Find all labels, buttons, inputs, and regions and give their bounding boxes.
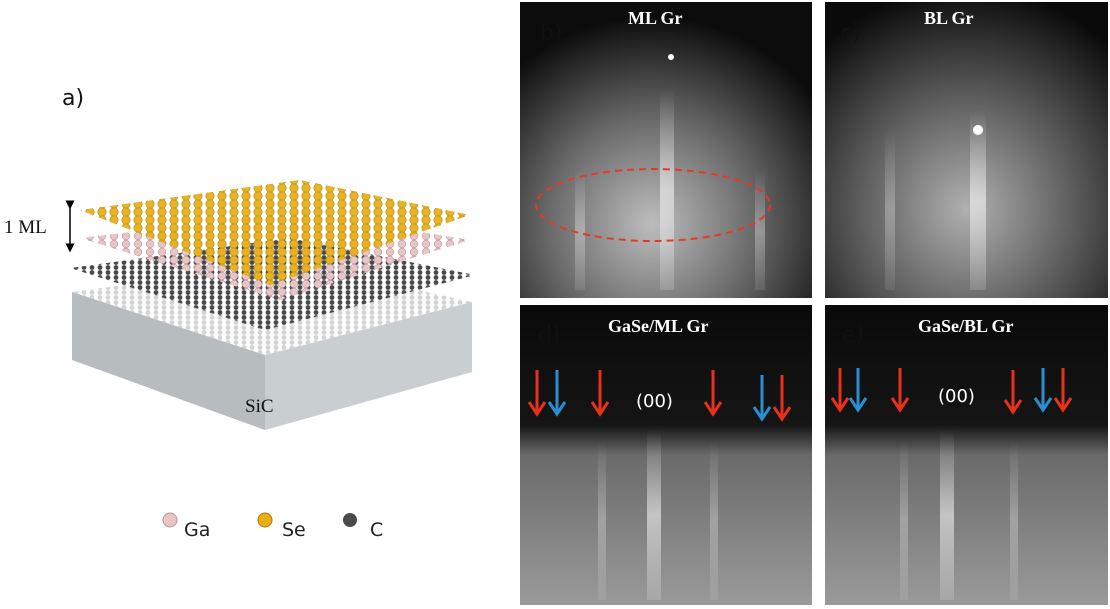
- panel-label: a): [62, 86, 84, 111]
- spot: [668, 54, 674, 60]
- spot: [973, 125, 983, 135]
- streak: [970, 110, 986, 290]
- slab-left: [72, 292, 265, 430]
- panel-label: d): [538, 323, 561, 348]
- slab-right: [265, 302, 472, 430]
- rheed-image: [825, 305, 1108, 605]
- rheed-image: [825, 2, 1108, 298]
- panel-a: a) 1 ML SiC Ga Se C: [4, 86, 475, 541]
- legend-label: C: [370, 519, 383, 541]
- panel-e: e) GaSe/BL Gr (00): [825, 305, 1108, 605]
- panel-label: c): [840, 21, 861, 46]
- legend-label: Ga: [184, 519, 210, 541]
- streak: [660, 90, 674, 290]
- streak: [900, 440, 908, 600]
- panel-c: c) BL Gr: [825, 2, 1108, 298]
- spot-label: (00): [636, 391, 673, 412]
- spot-label: (00): [938, 386, 975, 407]
- streak: [940, 430, 954, 600]
- panel-label: e): [842, 323, 864, 348]
- streak: [598, 440, 606, 600]
- legend-se: [257, 512, 273, 528]
- panel-title: ML Gr: [628, 8, 683, 28]
- arrows: [527, 370, 792, 422]
- streak: [647, 430, 661, 600]
- legend-ga: [162, 512, 178, 528]
- highlight-ellipse: [535, 168, 771, 242]
- legend-c: [343, 513, 357, 527]
- streak: [710, 440, 718, 600]
- streak: [885, 130, 895, 290]
- se-layer: [80, 180, 470, 285]
- panel-b: b) ML Gr: [520, 2, 812, 298]
- panel-title: BL Gr: [924, 8, 974, 28]
- panel-title: GaSe/ML Gr: [608, 316, 709, 336]
- arrows: [830, 368, 1073, 415]
- rheed-image: [520, 305, 812, 605]
- legend-label: Se: [282, 519, 306, 541]
- panel-label: b): [540, 21, 563, 46]
- substrate-label: SiC: [245, 396, 274, 417]
- panel-title: GaSe/BL Gr: [918, 316, 1014, 336]
- thickness-label: 1 ML: [4, 217, 47, 238]
- streak: [1010, 440, 1018, 600]
- panel-d: d) GaSe/ML Gr (00): [520, 305, 812, 605]
- streak: [755, 170, 765, 290]
- streak: [575, 170, 585, 290]
